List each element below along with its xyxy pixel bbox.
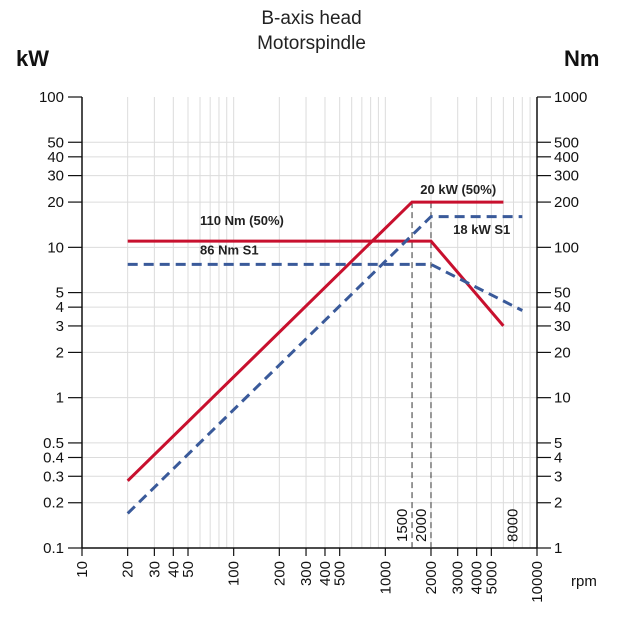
- series-annotation: 86 Nm S1: [200, 243, 259, 258]
- label-layer: 110 Nm (50%) 86 Nm S1 20 kW (50%) 18 kW S1: [200, 182, 510, 258]
- x-tick-label: 4000: [469, 561, 486, 594]
- speed-marker-label: 1500: [394, 509, 411, 542]
- x-unit-label: rpm: [571, 573, 597, 590]
- right-tick-label: 400: [554, 149, 579, 166]
- right-tick-label: 500: [554, 134, 579, 151]
- right-axis-unit-label: Nm: [564, 46, 600, 71]
- left-tick-label: 5: [56, 285, 64, 302]
- x-tick-label: 400: [317, 561, 334, 586]
- series-annotation: 20 kW (50%): [420, 182, 496, 197]
- right-tick-label: 1: [554, 540, 562, 557]
- x-tick-label: 300: [298, 561, 315, 586]
- right-tick-label: 2: [554, 495, 562, 512]
- left-tick-label: 20: [47, 194, 64, 211]
- right-tick-label: 30: [554, 318, 571, 335]
- x-tick-label: 30: [146, 561, 163, 578]
- left-tick-label: 50: [47, 134, 64, 151]
- left-tick-label: 4: [56, 299, 64, 316]
- x-tick-label: 20: [120, 561, 137, 578]
- speed-marker-label: 2000: [413, 509, 430, 542]
- x-tick-label: 1000: [377, 561, 394, 594]
- right-tick-label: 50: [554, 285, 571, 302]
- right-tick-label: 1000: [554, 89, 587, 106]
- axes-layer: 1005040302010543210.50.40.30.20.11000500…: [39, 89, 597, 603]
- left-tick-label: 1: [56, 390, 64, 407]
- right-tick-label: 4: [554, 449, 562, 466]
- series-layer: [126, 200, 523, 515]
- right-tick-label: 5: [554, 435, 562, 452]
- grid-layer: [82, 97, 537, 548]
- left-tick-label: 0.4: [43, 449, 64, 466]
- left-tick-label: 0.1: [43, 540, 64, 557]
- series-annotation: 110 Nm (50%): [200, 213, 284, 228]
- series-line-86-nm-s1: [127, 262, 523, 312]
- series-line-110-nm-50: [127, 239, 505, 327]
- series-annotation: 18 kW S1: [453, 222, 510, 237]
- speed-marker-layer: 1500 2000 8000: [394, 202, 521, 548]
- left-tick-label: 10: [47, 239, 64, 256]
- left-tick-label: 30: [47, 168, 64, 185]
- x-tick-label: 200: [271, 561, 288, 586]
- left-tick-label: 40: [47, 149, 64, 166]
- right-tick-label: 100: [554, 239, 579, 256]
- speed-marker-label: 8000: [504, 509, 521, 542]
- x-tick-label: 3000: [450, 561, 467, 594]
- right-tick-label: 200: [554, 194, 579, 211]
- left-tick-label: 2: [56, 344, 64, 361]
- left-tick-label: 0.5: [43, 435, 64, 452]
- left-tick-label: 0.2: [43, 495, 64, 512]
- chart-title-line-1: B-axis head: [261, 8, 362, 29]
- series-line-18-kw-s1: [126, 215, 523, 515]
- x-tick-label: 5000: [483, 561, 500, 594]
- x-tick-label: 100: [226, 561, 243, 586]
- x-tick-label: 40: [165, 561, 182, 578]
- right-tick-label: 20: [554, 344, 571, 361]
- right-tick-label: 300: [554, 168, 579, 185]
- x-tick-label: 2000: [423, 561, 440, 594]
- left-tick-label: 3: [56, 318, 64, 335]
- series-line-20-kw-50: [126, 200, 504, 482]
- left-axis-unit-label: kW: [16, 46, 49, 71]
- left-tick-label: 0.3: [43, 468, 64, 485]
- x-tick-label: 50: [180, 561, 197, 578]
- right-tick-label: 10: [554, 390, 571, 407]
- x-tick-label: 10: [74, 561, 91, 578]
- x-tick-label: 500: [332, 561, 349, 586]
- x-tick-label: 10000: [529, 561, 546, 603]
- chart-title-line-2: Motorspindle: [257, 33, 366, 54]
- right-tick-label: 3: [554, 468, 562, 485]
- left-tick-label: 100: [39, 89, 64, 106]
- right-tick-label: 40: [554, 299, 571, 316]
